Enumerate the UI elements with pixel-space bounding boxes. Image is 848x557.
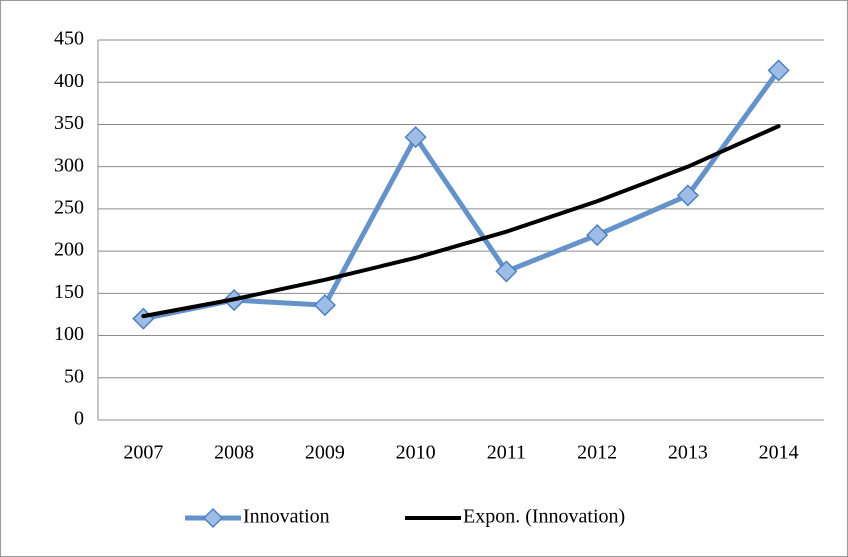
data-marker (404, 126, 427, 149)
data-marker (313, 294, 336, 317)
data-marker (586, 224, 609, 247)
x-tick-label: 2012 (577, 442, 617, 464)
x-tick-label: 2014 (759, 442, 799, 464)
x-tick-label: 2009 (305, 442, 345, 464)
trend-line (141, 124, 781, 319)
y-tick-label: 450 (54, 28, 84, 50)
legend-label: Expon. (Innovation) (463, 506, 625, 528)
y-tick-label: 200 (54, 239, 84, 261)
x-tick-label: 2008 (214, 442, 254, 464)
y-tick-label: 150 (54, 281, 84, 303)
y-tick-label: 300 (54, 154, 84, 176)
legend-marker (202, 507, 224, 529)
data-marker (767, 59, 790, 82)
x-tick-label: 2013 (668, 442, 708, 464)
x-tick-label: 2010 (396, 442, 436, 464)
y-tick-label: 100 (54, 323, 84, 345)
data-line (140, 67, 782, 322)
y-tick-label: 250 (54, 196, 84, 218)
x-tick-label: 2011 (487, 442, 526, 464)
data-marker (495, 260, 518, 283)
y-tick-label: 50 (64, 365, 84, 387)
y-tick-label: 0 (74, 408, 84, 430)
y-tick-label: 400 (54, 70, 84, 92)
data-marker (676, 184, 699, 207)
legend-label: Innovation (243, 506, 330, 528)
x-tick-label: 2007 (123, 442, 163, 464)
y-tick-label: 350 (54, 112, 84, 134)
